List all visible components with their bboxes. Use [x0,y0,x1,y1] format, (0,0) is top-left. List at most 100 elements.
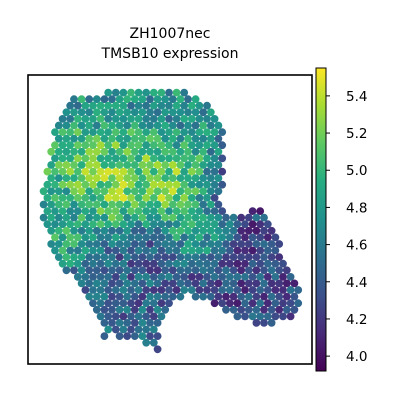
expression-spot [180,259,189,268]
expression-spot [81,194,90,202]
expression-spot [161,226,170,235]
expression-spot [180,167,189,176]
expression-spot [233,259,242,268]
expression-spot [187,246,196,255]
expression-spot [138,95,147,104]
expression-spot [252,240,261,248]
expression-spot [222,253,230,261]
expression-spot [176,121,185,130]
expression-spot [180,154,189,163]
expression-spot [100,174,109,183]
expression-spot [104,312,113,321]
expression-spot [187,220,196,229]
expression-spot [199,108,208,117]
expression-spot [62,108,71,117]
expression-spot [172,273,181,281]
expression-spot [134,141,143,150]
expression-spot [191,174,200,183]
expression-spot [130,253,139,261]
expression-spot [157,180,166,189]
expression-spot [70,240,78,248]
expression-spot [172,88,181,97]
expression-spot [81,286,90,294]
expression-spot [153,226,162,235]
expression-spot [100,134,109,143]
expression-spot [73,128,82,137]
expression-spot [244,253,253,261]
expression-spot [218,299,227,308]
expression-spot [73,246,82,255]
expression-spot [43,167,52,176]
expression-spot [146,187,154,196]
expression-spot [172,180,181,189]
expression-spot [267,266,276,275]
expression-spot [214,161,223,169]
expression-spot [286,273,295,281]
expression-spot [62,147,71,156]
expression-spot [130,200,139,209]
expression-spot [146,95,154,104]
expression-spot [165,259,173,268]
expression-spot [130,121,139,130]
expression-spot [248,299,257,308]
expression-spot [203,220,211,229]
expression-spot [199,253,208,261]
expression-spot [161,121,170,130]
expression-spot [210,154,219,163]
expression-spot [130,174,139,183]
expression-spot [58,233,67,242]
expression-spot [191,279,200,288]
expression-spot [111,220,120,229]
plot-frame [27,74,313,365]
expression-spot [153,279,162,288]
expression-spot [92,161,101,169]
expression-spot [108,319,116,327]
expression-spot [123,147,132,156]
expression-spot [256,273,265,281]
expression-spot [187,286,196,294]
expression-spot [267,253,276,261]
expression-spot [142,101,151,110]
expression-spot [92,147,101,156]
expression-spot [85,253,94,261]
expression-spot [73,141,82,150]
expression-spot [180,128,189,137]
expression-spot [123,305,132,314]
expression-spot [130,134,139,143]
expression-spot [130,108,139,117]
expression-spot [225,273,234,281]
expression-spot [180,141,189,150]
expression-spot [157,312,166,321]
expression-spot [244,213,253,222]
expression-spot [187,207,196,216]
expression-spot [108,108,116,117]
expression-spot [138,108,147,117]
expression-spot [191,292,200,301]
expression-spot [130,292,139,301]
expression-spot [176,108,185,117]
expression-spot [153,121,162,130]
expression-spot [108,95,116,104]
expression-spot [146,305,154,314]
expression-spot [161,161,170,169]
expression-spot [123,213,132,222]
expression-spot [191,240,200,248]
expression-spot [149,154,158,163]
expression-spot [51,233,59,242]
expression-spot [191,253,200,261]
expression-spot [47,226,56,235]
expression-spot [203,246,211,255]
expression-spot [104,128,113,137]
expression-spot [149,325,158,334]
expression-spot [233,312,242,321]
expression-spot [161,279,170,288]
expression-spot [199,187,208,196]
expression-spot [111,259,120,268]
expression-spot [168,200,177,209]
expression-spot [195,233,204,242]
expression-spot [47,147,56,156]
expression-spot [206,200,215,209]
expression-spot [244,305,253,314]
expression-spot [195,259,204,268]
colorbar-gradient [315,67,327,372]
